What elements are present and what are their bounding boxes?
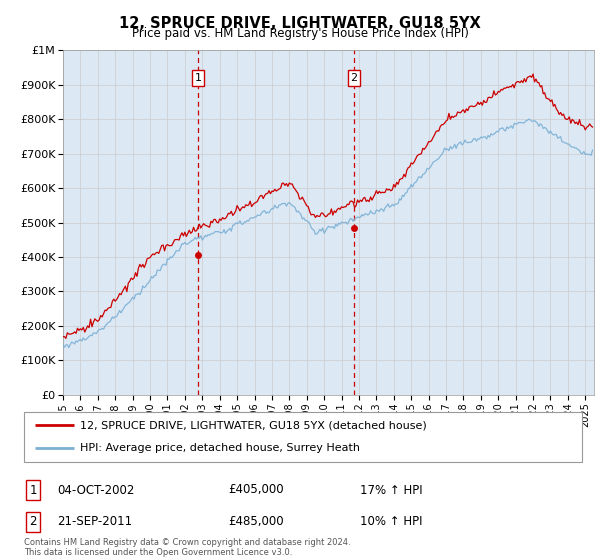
Bar	[198, 50, 354, 395]
Text: 2: 2	[29, 515, 37, 529]
Text: 2: 2	[350, 73, 358, 83]
Text: £485,000: £485,000	[228, 515, 284, 529]
Text: £405,000: £405,000	[228, 483, 284, 497]
Text: 10% ↑ HPI: 10% ↑ HPI	[360, 515, 422, 529]
Text: Price paid vs. HM Land Registry's House Price Index (HPI): Price paid vs. HM Land Registry's House …	[131, 27, 469, 40]
Text: 17% ↑ HPI: 17% ↑ HPI	[360, 483, 422, 497]
Text: 12, SPRUCE DRIVE, LIGHTWATER, GU18 5YX: 12, SPRUCE DRIVE, LIGHTWATER, GU18 5YX	[119, 16, 481, 31]
Text: 21-SEP-2011: 21-SEP-2011	[57, 515, 132, 529]
Text: HPI: Average price, detached house, Surrey Heath: HPI: Average price, detached house, Surr…	[80, 444, 360, 454]
Text: 12, SPRUCE DRIVE, LIGHTWATER, GU18 5YX (detached house): 12, SPRUCE DRIVE, LIGHTWATER, GU18 5YX (…	[80, 420, 427, 430]
Text: Contains HM Land Registry data © Crown copyright and database right 2024.
This d: Contains HM Land Registry data © Crown c…	[24, 538, 350, 557]
Text: 1: 1	[194, 73, 202, 83]
Text: 1: 1	[29, 483, 37, 497]
Text: 04-OCT-2002: 04-OCT-2002	[57, 483, 134, 497]
